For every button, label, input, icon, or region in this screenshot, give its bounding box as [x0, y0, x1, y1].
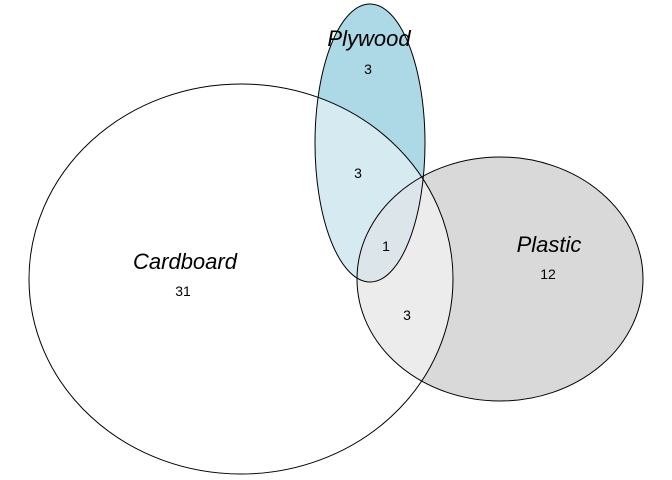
- cardboard-plastic-overlap: [357, 157, 453, 401]
- cardboard-outline: [28, 83, 454, 475]
- triple-overlap: [357, 157, 425, 282]
- count-plywood-only: 3: [364, 61, 372, 77]
- count-triple: 1: [382, 238, 390, 254]
- count-cardboard-plastic: 3: [403, 307, 411, 323]
- set-label-plastic: Plastic: [517, 232, 582, 257]
- count-cardboard-only: 31: [175, 283, 191, 299]
- count-cardboard-plywood: 3: [354, 165, 362, 181]
- plastic-outline: [356, 156, 644, 402]
- count-plastic-only: 12: [540, 266, 556, 282]
- plywood-outline: [314, 3, 426, 283]
- set-label-plywood: Plywood: [327, 26, 411, 51]
- set-label-cardboard: Cardboard: [133, 249, 238, 274]
